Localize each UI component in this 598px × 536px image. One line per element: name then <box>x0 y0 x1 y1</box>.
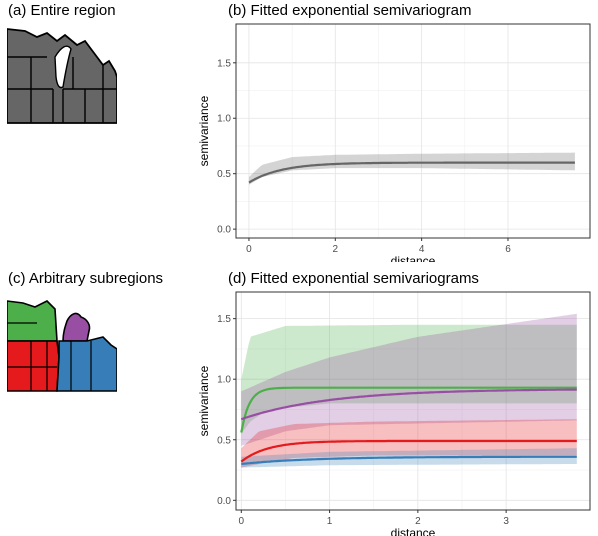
y-tick-label: 0.0 <box>217 496 231 507</box>
plot-background <box>236 292 590 510</box>
entire-region-map-svg <box>6 27 118 125</box>
x-axis-title: distance <box>391 254 436 262</box>
chart-d-series-1-band <box>241 313 577 446</box>
panel-a-title: (a) Entire region <box>8 2 116 19</box>
subregion-map <box>6 297 118 393</box>
plot-border <box>235 23 591 239</box>
x-tick-label: 2 <box>415 516 421 527</box>
plot-border <box>235 291 591 511</box>
y-tick-label: 0.5 <box>217 169 231 180</box>
y-tick-label: 1.0 <box>217 375 231 386</box>
chart-b-series-0-curve <box>248 161 575 184</box>
panel-d-title: (d) Fitted exponential semivariograms <box>228 270 479 287</box>
x-tick-label: 6 <box>505 244 511 255</box>
y-axis-title: semivariance <box>198 95 211 166</box>
y-tick-label: 0.5 <box>217 435 231 446</box>
semivariogram-chart-b: 0.0 0.5 1.0 1.5 0 2 4 6 distance semivariance <box>198 23 591 262</box>
y-tick-label: 1.0 <box>217 114 231 125</box>
semivariogram-chart-d: 0.0 0.5 1.0 1.5 0 1 2 3 distance semivariance <box>198 291 591 536</box>
y-tick-label: 0.0 <box>217 225 231 236</box>
chart-d-series-2-curve <box>240 439 577 463</box>
entire-region-map <box>6 27 118 125</box>
panel-b-title: (b) Fitted exponential semivariogram <box>228 2 472 19</box>
subregion-southwest-shape <box>6 340 60 392</box>
x-tick-label: 0 <box>239 516 245 527</box>
lake-michigan-shape <box>54 45 72 89</box>
chart-d-series-2-band <box>241 419 577 468</box>
subregion-northwest-shape <box>6 300 58 342</box>
x-tick-label: 1 <box>327 516 333 527</box>
subregion-state-borders <box>7 322 92 391</box>
state-borders <box>7 56 117 123</box>
chart-d-series-0-curve <box>240 386 577 433</box>
subregion-southeast-shape <box>56 336 118 392</box>
chart-d-series-3-curve <box>241 455 577 466</box>
x-axis-title: distance <box>391 526 436 536</box>
y-axis-title: semivariance <box>198 365 211 436</box>
x-tick-label: 4 <box>419 244 425 255</box>
chart-d-series-0-band <box>241 324 577 434</box>
y-tick-label: 1.5 <box>217 314 231 325</box>
subregion-map-svg <box>6 297 118 393</box>
subregion-michigan-shape <box>62 312 91 342</box>
plot-background <box>236 24 590 238</box>
y-tick-label: 1.5 <box>217 58 231 69</box>
x-tick-label: 3 <box>503 516 509 527</box>
x-tick-label: 2 <box>333 244 339 255</box>
chart-d-series-1-curve <box>240 388 577 421</box>
chart-b-series-0-band <box>249 152 575 185</box>
x-tick-label: 0 <box>246 244 252 255</box>
panel-c-title: (c) Arbitrary subregions <box>8 270 164 287</box>
